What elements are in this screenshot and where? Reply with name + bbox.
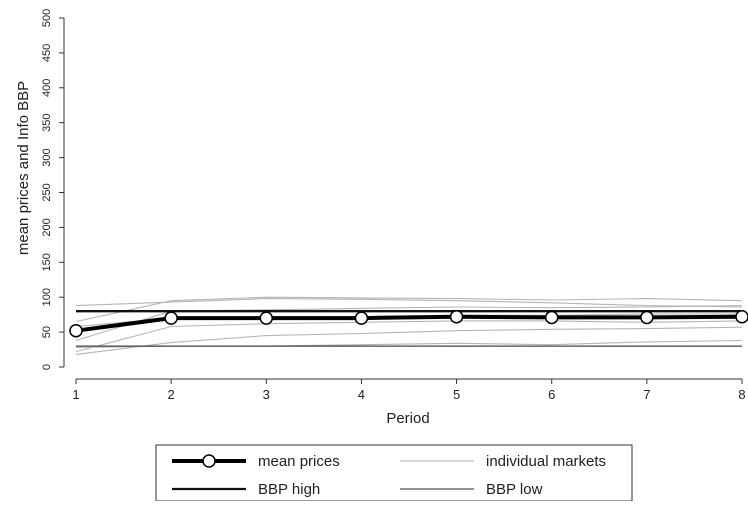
x-tick-label: 2 <box>168 387 175 402</box>
y-tick-label: 400 <box>41 79 53 97</box>
y-tick-label: 350 <box>41 114 53 132</box>
mean-prices-line <box>75 314 743 333</box>
y-axis: 0 50 100 150 200 250 300 350 400 450 500 <box>41 9 65 370</box>
mean-prices-point <box>449 309 464 324</box>
y-tick-label: 500 <box>41 9 53 27</box>
y-tick-label: 300 <box>41 148 53 166</box>
bbp-series <box>76 310 742 347</box>
x-tick-label: 1 <box>72 387 79 402</box>
x-axis: 1 2 3 4 5 6 7 8 <box>72 378 746 402</box>
legend-label-mean-prices: mean prices <box>258 453 340 470</box>
y-tick-label: 50 <box>41 326 53 338</box>
mean-prices-point <box>69 323 83 338</box>
x-tick-label: 8 <box>738 387 745 402</box>
legend-box <box>155 444 633 502</box>
individual-market-line <box>75 320 743 353</box>
y-tick-label: 250 <box>41 183 53 201</box>
x-tick-label: 4 <box>358 387 365 402</box>
y-axis-label: mean prices and Info BBP <box>15 81 32 255</box>
legend-label-bbp-high: BBP high <box>258 481 320 498</box>
legend: mean prices individual markets BBP high … <box>155 444 633 502</box>
y-tick-label: 0 <box>41 364 53 370</box>
mean-prices-series <box>69 309 748 338</box>
y-tick-label: 100 <box>41 288 53 306</box>
mean-prices-point <box>640 310 654 325</box>
x-tick-label: 5 <box>453 387 460 402</box>
y-tick-label: 450 <box>41 44 53 62</box>
y-tick-label: 200 <box>41 218 53 236</box>
mean-prices-point <box>735 309 748 324</box>
legend-marker-mean-prices <box>202 454 216 468</box>
mean-prices-point <box>259 311 274 325</box>
individual-market-line <box>75 296 743 323</box>
mean-prices-point <box>164 311 178 325</box>
x-tick-label: 3 <box>263 387 270 402</box>
x-axis-label: Period <box>386 410 429 427</box>
mean-prices-point <box>544 310 559 325</box>
individual-market-line <box>75 326 743 355</box>
legend-label-individual-markets: individual markets <box>486 453 606 470</box>
individual-market-line <box>75 298 743 308</box>
legend-label-bbp-low: BBP low <box>486 481 543 498</box>
y-tick-label: 150 <box>41 253 53 271</box>
mean-prices-point <box>354 311 369 325</box>
x-tick-label: 7 <box>643 387 650 402</box>
x-tick-label: 6 <box>548 387 555 402</box>
